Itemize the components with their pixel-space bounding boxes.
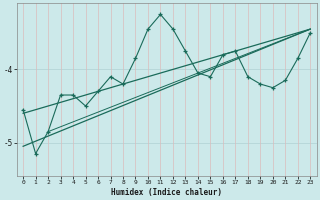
X-axis label: Humidex (Indice chaleur): Humidex (Indice chaleur) xyxy=(111,188,222,197)
